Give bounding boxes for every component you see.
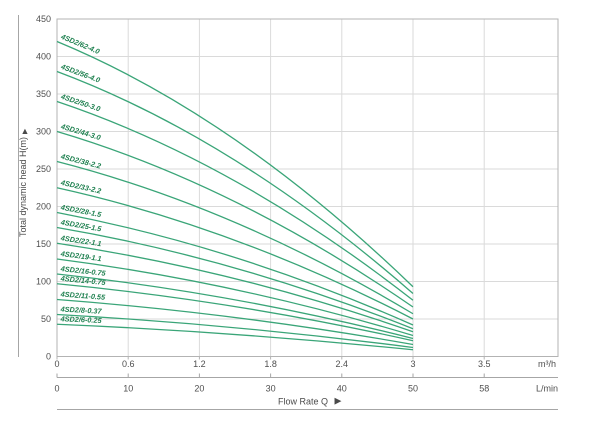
curve-label: 4SD2/56-4.0 [59, 62, 101, 85]
x-tick-label-lmin: 50 [408, 384, 418, 394]
x-tick-label-m3h: 0.6 [122, 359, 135, 369]
curve-4SD2-22-1-1 [56, 242, 414, 333]
x-tick-label-lmin: 20 [194, 384, 204, 394]
curve-label: 4SD2/11-0.55 [59, 289, 106, 301]
y-tick-label: 0 [46, 352, 51, 362]
curve-4SD2-25-1-5 [56, 226, 414, 330]
curve-4SD2-6-0-25 [56, 323, 414, 351]
x-tick-label-lmin: 0 [54, 384, 59, 394]
x-tick-label-lmin: 10 [123, 384, 133, 394]
y-tick-label: 350 [36, 89, 51, 99]
curve-4SD2-19-1-1 [56, 258, 414, 337]
x-unit-lmin: L/min [536, 384, 558, 394]
curve-4SD2-38-2-2 [56, 160, 414, 315]
x-tick-label-m3h: 1.2 [193, 359, 206, 369]
y-tick-label: 250 [36, 164, 51, 174]
x-unit-m3h: m³/h [538, 359, 556, 369]
curve-label: 4SD2/19-1.1 [59, 249, 102, 263]
curve-4SD2-8-0-37 [56, 313, 414, 349]
y-tick-label: 50 [41, 314, 51, 324]
y-tick-label: 300 [36, 127, 51, 137]
x-tick-label-m3h: 0 [54, 359, 59, 369]
right-arrow-icon: ▶ [335, 396, 342, 406]
curve-4SD2-50-3-0 [56, 100, 414, 301]
y-tick-label: 100 [36, 277, 51, 287]
x-tick-label-m3h: 3 [410, 359, 415, 369]
x-axis-title: Flow Rate Q [278, 397, 328, 407]
y-tick-label: 450 [36, 14, 51, 24]
x-tick-label-lmin: 40 [337, 384, 347, 394]
curve-label: 4SD2/8-0.37 [59, 304, 102, 315]
x-tick-label-m3h: 2.4 [336, 359, 349, 369]
curve-4SD2-11-0-55 [56, 298, 414, 346]
curve-label: 4SD2/62-4.0 [59, 32, 101, 56]
up-arrow-icon: ▲ [21, 126, 30, 136]
curve-4SD2-14-0-75 [56, 283, 414, 342]
curve-4SD2-62-4-0 [56, 40, 414, 288]
y-axis-title: Total dynamic head H(m) [18, 137, 28, 237]
curve-label: 4SD2/14-0.75 [59, 274, 107, 287]
x-tick-label-m3h: 1.8 [264, 359, 277, 369]
curve-4SD2-56-4-0 [56, 70, 414, 294]
curve-label: 4SD2/25-1.5 [59, 217, 103, 233]
y-tick-label: 400 [36, 52, 51, 62]
curve-4SD2-28-1-5 [56, 211, 414, 326]
y-tick-label: 200 [36, 202, 51, 212]
x-tick-label-m3h: 3.5 [478, 359, 491, 369]
x-tick-label-lmin: 58 [479, 384, 489, 394]
curve-4SD2-16-0-75 [56, 273, 414, 340]
y-tick-label: 150 [36, 239, 51, 249]
curve-label: 4SD2/22-1.1 [59, 233, 102, 248]
curve-label: 4SD2/6-0.25 [59, 314, 102, 325]
curve-4SD2-44-3-0 [56, 130, 414, 308]
x-tick-label-lmin: 30 [266, 384, 276, 394]
curve-4SD2-33-2-2 [56, 187, 414, 320]
